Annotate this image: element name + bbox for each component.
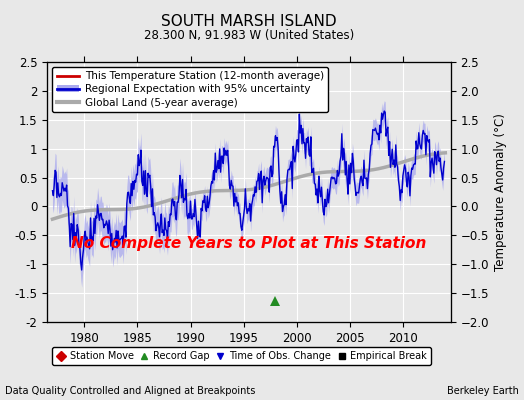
Text: Berkeley Earth: Berkeley Earth <box>447 386 519 396</box>
Text: No Complete Years to Plot at This Station: No Complete Years to Plot at This Statio… <box>71 236 427 252</box>
Y-axis label: Temperature Anomaly (°C): Temperature Anomaly (°C) <box>495 113 507 271</box>
Text: SOUTH MARSH ISLAND: SOUTH MARSH ISLAND <box>161 14 337 29</box>
Text: 28.300 N, 91.983 W (United States): 28.300 N, 91.983 W (United States) <box>144 29 354 42</box>
Text: Data Quality Controlled and Aligned at Breakpoints: Data Quality Controlled and Aligned at B… <box>5 386 256 396</box>
Legend: Station Move, Record Gap, Time of Obs. Change, Empirical Break: Station Move, Record Gap, Time of Obs. C… <box>52 348 431 365</box>
